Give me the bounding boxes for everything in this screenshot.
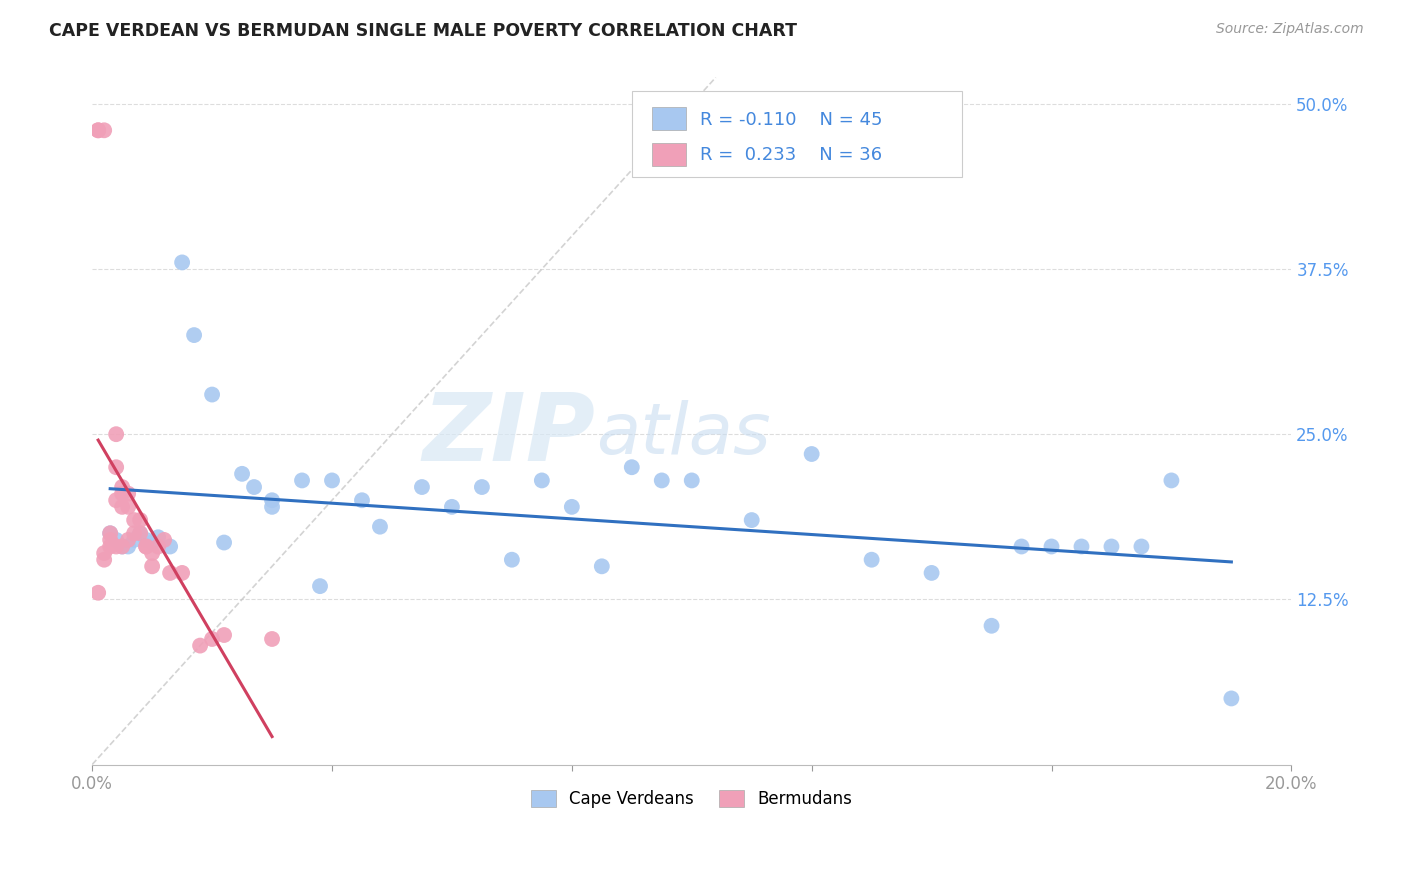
Point <box>98 526 121 541</box>
Point <box>591 559 613 574</box>
Point <box>368 519 391 533</box>
FancyBboxPatch shape <box>652 107 686 130</box>
Text: ZIP: ZIP <box>423 389 596 481</box>
Point <box>122 526 145 541</box>
Point <box>309 579 332 593</box>
Point <box>146 540 169 554</box>
Point <box>98 526 121 541</box>
Point <box>260 493 283 508</box>
Point <box>243 480 266 494</box>
FancyBboxPatch shape <box>652 143 686 166</box>
Point <box>172 255 194 269</box>
Point <box>129 513 152 527</box>
Point <box>93 123 115 137</box>
Point <box>105 540 128 554</box>
Point <box>501 552 523 566</box>
Point <box>471 480 494 494</box>
Text: CAPE VERDEAN VS BERMUDAN SINGLE MALE POVERTY CORRELATION CHART: CAPE VERDEAN VS BERMUDAN SINGLE MALE POV… <box>49 22 797 40</box>
Point <box>201 632 224 646</box>
Point <box>980 619 1002 633</box>
Point <box>105 460 128 475</box>
Point <box>135 533 157 547</box>
Point <box>231 467 253 481</box>
Point <box>87 123 110 137</box>
Point <box>1070 540 1092 554</box>
Point <box>1160 474 1182 488</box>
Point <box>105 493 128 508</box>
Point <box>350 493 373 508</box>
Point <box>117 540 139 554</box>
Point <box>411 480 433 494</box>
Point <box>321 474 343 488</box>
Point <box>146 530 169 544</box>
Legend: Cape Verdeans, Bermudans: Cape Verdeans, Bermudans <box>524 783 859 814</box>
Point <box>122 533 145 547</box>
Text: atlas: atlas <box>596 401 770 469</box>
Point <box>141 559 163 574</box>
Point <box>440 500 463 514</box>
Point <box>651 474 673 488</box>
Text: Source: ZipAtlas.com: Source: ZipAtlas.com <box>1216 22 1364 37</box>
Point <box>1101 540 1123 554</box>
Point <box>105 427 128 442</box>
Point <box>188 639 211 653</box>
Point <box>153 533 176 547</box>
Point <box>111 540 134 554</box>
Point <box>1220 691 1243 706</box>
Point <box>860 552 883 566</box>
Point <box>159 566 181 580</box>
Point <box>201 387 224 401</box>
Point <box>105 533 128 547</box>
Point <box>87 123 110 137</box>
Point <box>93 552 115 566</box>
Point <box>117 500 139 514</box>
Point <box>141 546 163 560</box>
Point <box>98 533 121 547</box>
Point <box>141 535 163 549</box>
Point <box>117 533 139 547</box>
Point <box>172 566 194 580</box>
Point <box>122 513 145 527</box>
Point <box>1040 540 1063 554</box>
Point <box>212 535 235 549</box>
Point <box>620 460 643 475</box>
Point <box>183 328 205 343</box>
Point <box>111 540 134 554</box>
Point <box>98 540 121 554</box>
Point <box>111 500 134 514</box>
Point <box>1130 540 1153 554</box>
Point <box>530 474 553 488</box>
Point <box>111 486 134 500</box>
Point <box>741 513 763 527</box>
FancyBboxPatch shape <box>631 91 962 178</box>
Point <box>87 586 110 600</box>
Text: R =  0.233    N = 36: R = 0.233 N = 36 <box>700 146 883 164</box>
Point <box>921 566 943 580</box>
Point <box>561 500 583 514</box>
Point <box>681 474 703 488</box>
Point <box>159 540 181 554</box>
Text: R = -0.110    N = 45: R = -0.110 N = 45 <box>700 111 883 129</box>
Point <box>260 632 283 646</box>
Point <box>291 474 314 488</box>
Point <box>135 540 157 554</box>
Point <box>135 540 157 554</box>
Point <box>117 486 139 500</box>
Point <box>1011 540 1033 554</box>
Point <box>93 546 115 560</box>
Point <box>212 628 235 642</box>
Point <box>800 447 823 461</box>
Point <box>111 480 134 494</box>
Point <box>260 500 283 514</box>
Point <box>129 526 152 541</box>
Point <box>129 526 152 541</box>
